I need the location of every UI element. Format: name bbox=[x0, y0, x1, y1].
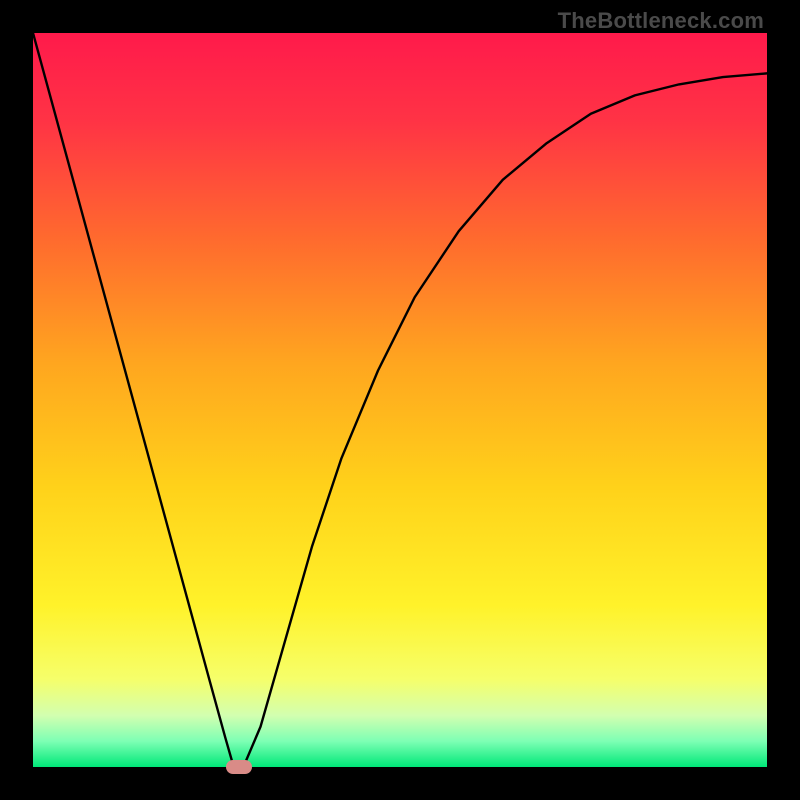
bottleneck-curve bbox=[33, 33, 767, 767]
curve-svg bbox=[33, 33, 767, 767]
watermark-text: TheBottleneck.com bbox=[558, 8, 764, 34]
plot-area bbox=[33, 33, 767, 767]
chart-container: TheBottleneck.com bbox=[0, 0, 800, 800]
optimal-point-marker bbox=[226, 760, 252, 774]
